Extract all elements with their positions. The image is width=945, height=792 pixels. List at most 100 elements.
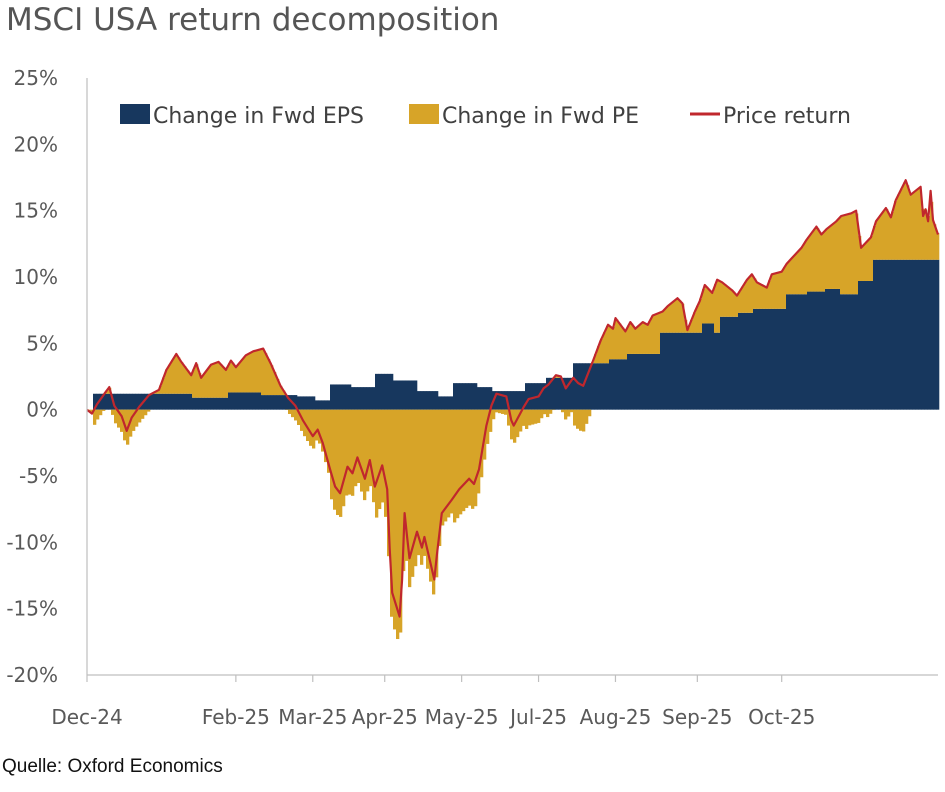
eps-bar <box>849 294 853 410</box>
pe-bar <box>339 409 343 517</box>
eps-bar <box>420 391 424 410</box>
eps-bar <box>756 308 760 410</box>
eps-bar <box>768 308 772 410</box>
pe-bar <box>429 409 433 582</box>
pe-bar <box>750 274 754 313</box>
pe-bar <box>621 327 625 360</box>
pe-bar <box>753 278 757 309</box>
pe-bar <box>711 292 715 324</box>
eps-bar <box>861 280 865 410</box>
eps-bar <box>348 384 352 410</box>
eps-bar <box>318 400 322 410</box>
eps-bar <box>906 259 910 410</box>
eps-bar <box>585 363 589 410</box>
pe-bar <box>747 278 751 313</box>
eps-bar <box>927 259 931 410</box>
eps-bar <box>663 332 667 410</box>
eps-bar <box>735 316 739 410</box>
pe-bar <box>669 303 673 333</box>
eps-bar <box>657 353 661 410</box>
legend: Change in Fwd EPS Change in Fwd PE Price… <box>120 104 851 129</box>
pe-bar <box>291 409 295 418</box>
y-tick-label: 10% <box>14 265 58 289</box>
eps-bar <box>852 294 856 410</box>
eps-bar <box>846 294 850 410</box>
pe-bar <box>276 378 280 396</box>
pe-bar <box>372 409 376 503</box>
pe-bar <box>609 326 613 360</box>
pe-bar <box>471 409 475 509</box>
x-tick-label: Aug-25 <box>580 705 652 729</box>
pe-bar <box>813 229 817 292</box>
pe-bar <box>660 311 664 333</box>
pe-bar <box>249 352 253 393</box>
pe-bar <box>342 409 346 507</box>
pe-bar <box>186 370 190 394</box>
eps-bar <box>438 396 442 410</box>
x-tick-label: Sep-25 <box>662 705 732 729</box>
pe-bar <box>189 374 193 394</box>
eps-bar <box>369 387 373 410</box>
eps-bar <box>627 353 631 410</box>
eps-bar <box>192 397 196 410</box>
legend-swatch-eps <box>120 104 150 124</box>
eps-bar <box>423 391 427 410</box>
eps-bar <box>867 280 871 410</box>
pe-bar <box>807 237 811 292</box>
eps-bar <box>153 393 157 410</box>
pe-bar <box>378 409 382 510</box>
pe-bar <box>456 409 460 519</box>
source-note: Quelle: Oxford Economics <box>2 756 223 777</box>
pe-bar <box>516 409 520 438</box>
eps-bar <box>816 291 820 410</box>
eps-bar <box>834 288 838 410</box>
eps-bar <box>837 288 841 410</box>
eps-bar <box>105 393 109 410</box>
pe-bar <box>369 409 373 487</box>
eps-bar <box>900 259 904 410</box>
pe-bar <box>348 409 352 495</box>
pe-bar <box>867 239 871 281</box>
eps-bar <box>741 312 745 410</box>
eps-bar <box>546 377 550 410</box>
pe-bar <box>90 409 94 414</box>
pe-bar <box>603 332 607 364</box>
eps-bar <box>570 377 574 410</box>
eps-bar <box>114 393 118 410</box>
pe-bar <box>924 209 928 260</box>
pe-bar <box>453 409 457 523</box>
pe-bar <box>540 409 544 419</box>
pe-bar <box>207 367 211 398</box>
pe-bar <box>927 216 931 260</box>
pe-bar <box>792 256 796 295</box>
eps-bar <box>540 383 544 410</box>
eps-bar <box>162 393 166 410</box>
eps-bar <box>363 387 367 410</box>
pe-bar <box>645 324 649 354</box>
pe-bar <box>93 409 97 425</box>
eps-bar <box>885 259 889 410</box>
pe-bar <box>657 313 661 354</box>
eps-bar <box>345 384 349 410</box>
pe-bar <box>465 409 469 508</box>
eps-bar <box>258 392 262 410</box>
eps-bar <box>684 332 688 410</box>
y-tick-label: -20% <box>6 663 58 687</box>
eps-bar <box>672 332 676 410</box>
pe-bar <box>630 323 634 354</box>
pe-bar <box>606 325 610 364</box>
eps-bar <box>804 294 808 410</box>
price-line-layer <box>86 179 940 618</box>
pe-bar <box>381 409 385 503</box>
pe-bar <box>246 354 250 393</box>
pe-bar <box>708 290 712 324</box>
eps-bar <box>933 259 937 410</box>
eps-bar <box>822 291 826 410</box>
pe-bar <box>480 409 484 478</box>
pe-bar <box>354 409 358 487</box>
pe-bar <box>936 233 940 260</box>
eps-bar <box>120 393 124 410</box>
pe-bar <box>393 409 397 630</box>
eps-bar <box>312 396 316 410</box>
pe-bar <box>717 280 721 333</box>
